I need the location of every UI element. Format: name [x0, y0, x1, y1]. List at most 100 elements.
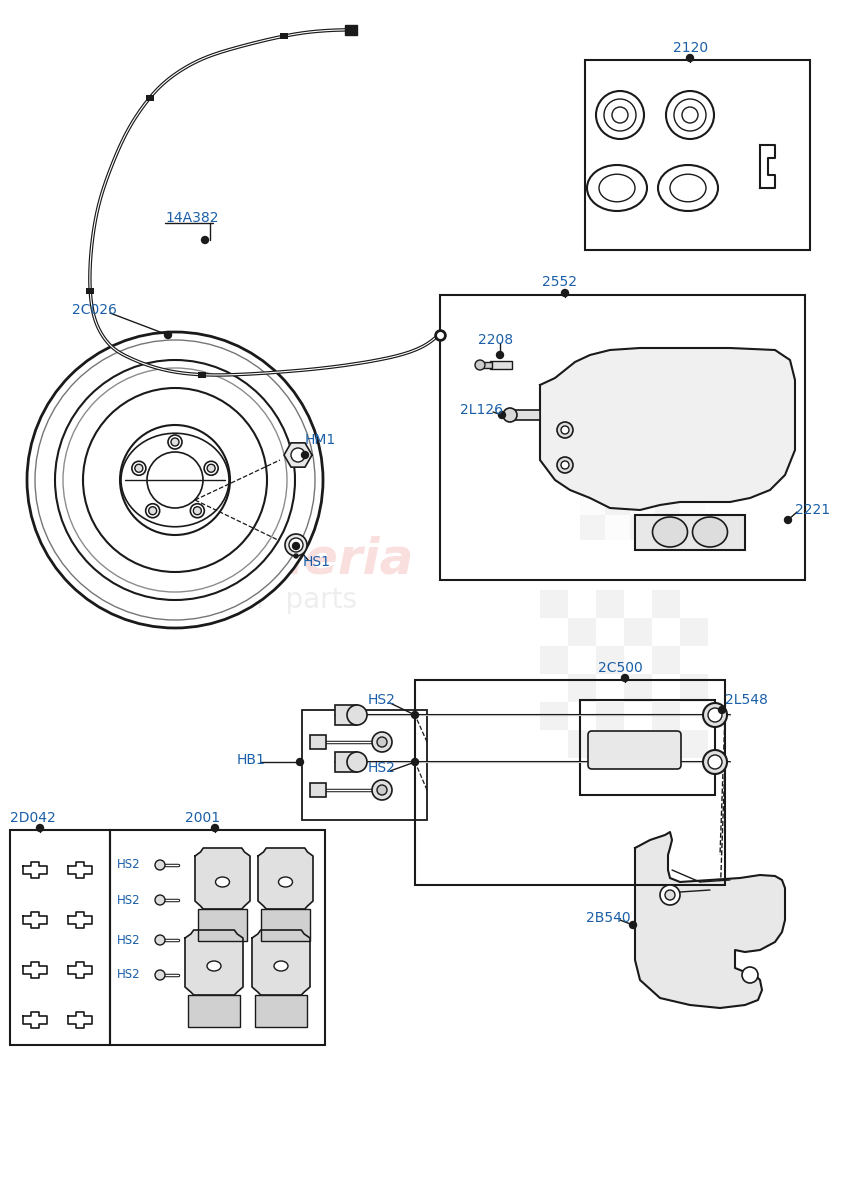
- Bar: [655, 440, 680, 464]
- Bar: [624, 646, 652, 674]
- Bar: [596, 702, 624, 730]
- Bar: [624, 674, 652, 702]
- Circle shape: [202, 236, 208, 244]
- Polygon shape: [258, 848, 313, 910]
- Text: 2C500: 2C500: [598, 661, 643, 674]
- Circle shape: [718, 707, 726, 714]
- Bar: [680, 730, 708, 758]
- Bar: [480, 362, 492, 368]
- Bar: [310, 782, 326, 797]
- Bar: [652, 730, 680, 758]
- Bar: [680, 618, 708, 646]
- Bar: [86, 288, 94, 294]
- Circle shape: [412, 758, 418, 766]
- Circle shape: [372, 780, 392, 800]
- Bar: [490, 361, 512, 370]
- Text: 2C026: 2C026: [72, 302, 117, 317]
- Circle shape: [155, 935, 165, 946]
- Circle shape: [499, 412, 506, 419]
- Text: HS2: HS2: [368, 692, 396, 707]
- Bar: [624, 618, 652, 646]
- Bar: [680, 515, 705, 540]
- Circle shape: [629, 922, 636, 929]
- Circle shape: [212, 824, 219, 832]
- Bar: [630, 464, 655, 490]
- Bar: [345, 25, 357, 35]
- Bar: [310, 734, 326, 749]
- Bar: [680, 440, 705, 464]
- Circle shape: [27, 332, 323, 628]
- Circle shape: [557, 422, 573, 438]
- Circle shape: [291, 448, 305, 462]
- Bar: [335, 704, 357, 725]
- Circle shape: [347, 752, 367, 772]
- Bar: [630, 490, 655, 515]
- Bar: [596, 730, 624, 758]
- Bar: [624, 730, 652, 758]
- Bar: [630, 515, 655, 540]
- Bar: [540, 730, 568, 758]
- Bar: [440, 295, 805, 580]
- Text: 2L126: 2L126: [460, 403, 503, 416]
- Bar: [596, 674, 624, 702]
- Bar: [280, 34, 288, 40]
- Circle shape: [372, 732, 392, 752]
- Bar: [255, 995, 307, 1027]
- Circle shape: [687, 54, 694, 61]
- Text: 2L548: 2L548: [725, 692, 768, 707]
- Ellipse shape: [587, 164, 647, 211]
- Circle shape: [496, 352, 503, 359]
- Bar: [198, 372, 206, 378]
- Circle shape: [147, 452, 203, 508]
- Polygon shape: [185, 930, 243, 995]
- Bar: [680, 490, 705, 515]
- Bar: [302, 710, 427, 820]
- Text: HS2: HS2: [117, 858, 141, 871]
- Ellipse shape: [652, 517, 688, 547]
- Circle shape: [294, 554, 298, 558]
- Polygon shape: [252, 930, 310, 995]
- Bar: [568, 702, 596, 730]
- Text: HM1: HM1: [305, 433, 336, 446]
- Bar: [146, 95, 153, 101]
- Circle shape: [703, 703, 727, 727]
- Bar: [580, 440, 605, 464]
- Bar: [568, 674, 596, 702]
- Ellipse shape: [658, 164, 718, 211]
- Bar: [635, 515, 745, 550]
- Bar: [655, 415, 680, 440]
- Bar: [596, 618, 624, 646]
- Circle shape: [377, 785, 387, 794]
- Circle shape: [412, 712, 418, 719]
- Circle shape: [666, 91, 714, 139]
- Circle shape: [289, 538, 303, 552]
- Bar: [652, 702, 680, 730]
- Text: 2B540: 2B540: [586, 911, 631, 925]
- Bar: [630, 415, 655, 440]
- Circle shape: [146, 504, 160, 517]
- Polygon shape: [284, 443, 312, 467]
- Circle shape: [149, 506, 157, 515]
- Bar: [652, 590, 680, 618]
- Bar: [605, 515, 630, 540]
- Bar: [652, 674, 680, 702]
- Bar: [580, 515, 605, 540]
- Circle shape: [164, 331, 171, 338]
- Circle shape: [36, 824, 43, 832]
- Bar: [415, 680, 725, 886]
- Text: HS1: HS1: [303, 554, 331, 569]
- Text: HB1: HB1: [237, 754, 266, 767]
- Circle shape: [561, 426, 569, 434]
- Bar: [568, 618, 596, 646]
- Circle shape: [302, 451, 308, 458]
- Text: 2552: 2552: [542, 275, 577, 289]
- Text: HS2: HS2: [117, 934, 141, 947]
- Circle shape: [347, 704, 367, 725]
- Circle shape: [193, 506, 202, 515]
- Bar: [680, 415, 705, 440]
- Bar: [540, 590, 568, 618]
- Ellipse shape: [693, 517, 728, 547]
- Circle shape: [296, 758, 303, 766]
- Bar: [680, 590, 708, 618]
- Bar: [605, 464, 630, 490]
